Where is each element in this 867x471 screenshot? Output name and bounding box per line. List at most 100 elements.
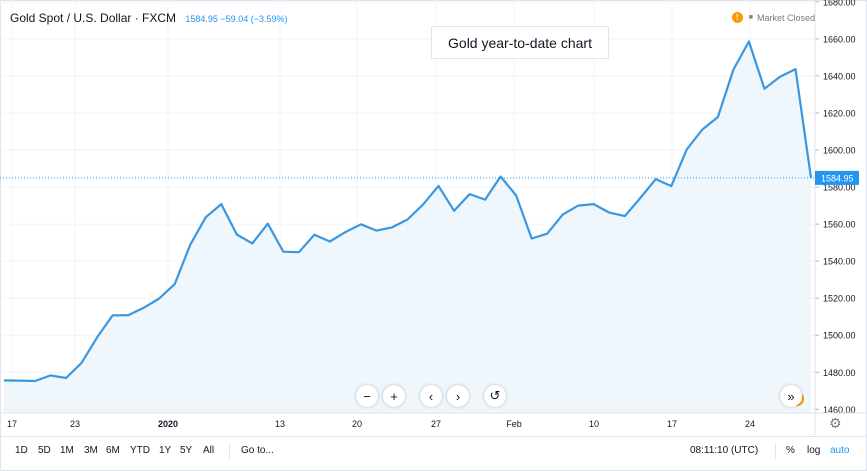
range-5y-button[interactable]: 5Y	[180, 445, 193, 456]
price-quote: 1584.95 −59.04 (−3.59%)	[185, 14, 288, 24]
data-point	[344, 231, 346, 233]
range-1y-button[interactable]: 1Y	[159, 445, 172, 456]
range-3m-button[interactable]: 3M	[84, 445, 98, 456]
scroll-to-end-icon: »	[787, 388, 795, 404]
data-point	[174, 283, 176, 285]
data-point	[220, 203, 222, 205]
data-point	[391, 226, 393, 228]
toolbar-divider	[775, 443, 776, 459]
data-point	[437, 185, 439, 187]
data-point	[530, 237, 532, 239]
range-5d-button[interactable]: 5D	[38, 445, 51, 456]
data-point	[267, 223, 269, 225]
data-point	[670, 185, 672, 187]
y-tick-label: 1620.00	[823, 108, 856, 118]
x-tick-label: 2020	[158, 419, 178, 429]
data-point	[608, 211, 610, 213]
data-point	[127, 314, 129, 316]
data-point	[732, 68, 734, 70]
last-price-label: 1584.95	[821, 173, 854, 183]
y-tick-label: 1500.00	[823, 331, 856, 341]
series-area-fill	[4, 41, 811, 413]
utc-clock[interactable]: 08:11:10 (UTC)	[690, 445, 759, 456]
data-point	[96, 336, 98, 338]
goto-button[interactable]: Go to...	[241, 445, 274, 456]
data-point	[686, 148, 688, 150]
data-point	[561, 213, 563, 215]
scroll-left-button[interactable]: ‹	[420, 385, 442, 407]
data-point	[794, 68, 796, 70]
log-toggle[interactable]: log	[807, 445, 821, 456]
range-1m-button[interactable]: 1M	[60, 445, 74, 456]
y-tick-label: 1480.00	[823, 368, 856, 378]
data-point	[142, 307, 144, 309]
data-point	[453, 210, 455, 212]
data-point	[717, 116, 719, 118]
data-point	[313, 233, 315, 235]
data-point	[49, 374, 51, 376]
settings-gear-icon[interactable]: ⚙	[829, 415, 842, 431]
data-point	[546, 233, 548, 235]
x-tick-label: 24	[745, 419, 755, 429]
x-tick-label: 10	[589, 419, 599, 429]
x-tick-label: 20	[352, 419, 362, 429]
range-all-button[interactable]: All	[203, 445, 215, 456]
data-point	[748, 40, 750, 42]
range-1d-button[interactable]: 1D	[15, 445, 28, 456]
zoom-in-button[interactable]: +	[383, 385, 405, 407]
y-tick-label: 1600.00	[823, 146, 856, 156]
range-6m-button[interactable]: 6M	[106, 445, 120, 456]
series-line	[3, 40, 813, 383]
x-tick-label: 13	[275, 419, 285, 429]
data-point	[624, 215, 626, 217]
data-point	[422, 203, 424, 205]
data-point	[298, 251, 300, 253]
y-tick-label: 1560.00	[823, 220, 856, 230]
chevron-right-icon: ›	[455, 388, 461, 404]
range-ytd-button[interactable]: YTD	[130, 445, 150, 456]
data-point	[515, 194, 517, 196]
data-point	[499, 175, 501, 177]
y-tick-label: 1660.00	[823, 34, 856, 44]
symbol-title: Gold Spot / U.S. Dollar · FXCM	[10, 11, 177, 25]
toolbar-divider	[229, 443, 230, 459]
area-layer	[0, 40, 815, 413]
data-point	[65, 377, 67, 379]
data-point	[360, 223, 362, 225]
data-point	[484, 198, 486, 200]
y-tick-label: 1540.00	[823, 257, 856, 267]
x-tick-label: Feb	[506, 419, 522, 429]
symbol-header: Gold Spot / U.S. Dollar · FXCM 1584.95 −…	[10, 11, 287, 25]
data-point	[779, 75, 781, 77]
data-point	[236, 233, 238, 235]
data-point	[593, 203, 595, 205]
data-point	[3, 379, 5, 381]
zoom-out-button[interactable]: −	[356, 385, 378, 407]
data-point	[639, 197, 641, 199]
x-tick-label: 27	[431, 419, 441, 429]
scroll-to-end-button[interactable]: »	[780, 385, 802, 407]
plus-icon: +	[390, 388, 398, 404]
data-point	[158, 297, 160, 299]
market-status-label: Market Closed	[756, 12, 815, 23]
y-tick-label: 1460.00	[823, 405, 856, 415]
data-point	[406, 218, 408, 220]
y-tick-label: 1680.00	[823, 0, 856, 7]
data-point	[189, 244, 191, 246]
data-point	[205, 216, 207, 218]
y-tick-label: 1640.00	[823, 71, 856, 81]
chart-caption: Gold year-to-date chart	[431, 26, 609, 59]
data-point	[111, 314, 113, 316]
data-point	[577, 204, 579, 206]
percent-toggle[interactable]: %	[786, 445, 795, 456]
scroll-right-button[interactable]: ›	[447, 385, 469, 407]
reset-chart-button[interactable]: ↺	[484, 385, 506, 407]
x-tick-label: 17	[667, 419, 677, 429]
data-point	[763, 88, 765, 90]
minus-icon: −	[363, 388, 371, 404]
square-icon: ■	[748, 14, 753, 21]
x-tick-label: 17	[7, 419, 17, 429]
auto-scale-toggle[interactable]: auto	[830, 445, 850, 456]
data-point	[282, 250, 284, 252]
